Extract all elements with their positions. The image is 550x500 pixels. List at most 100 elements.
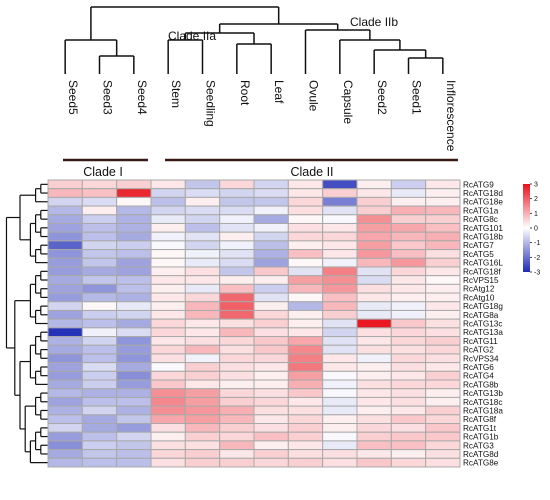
heatmap-cell bbox=[287, 283, 324, 294]
heatmap-cell bbox=[150, 231, 186, 242]
heatmap-cell bbox=[219, 292, 255, 303]
heatmap-cell bbox=[47, 379, 83, 390]
heatmap-cell bbox=[253, 188, 289, 198]
heatmap-cell bbox=[356, 396, 392, 407]
heatmap-cell bbox=[287, 431, 324, 442]
heatmap-cell bbox=[287, 266, 324, 277]
row-label: RcATG4 bbox=[463, 372, 494, 381]
heatmap-cell bbox=[116, 370, 152, 381]
heatmap-cell bbox=[150, 188, 186, 198]
heatmap-cell bbox=[47, 370, 83, 381]
heatmap-cell bbox=[219, 423, 255, 433]
heatmap-cell bbox=[184, 283, 221, 294]
heatmap-cell bbox=[356, 292, 392, 303]
row-label: RcATG7 bbox=[463, 241, 494, 250]
heatmap-cell bbox=[253, 336, 289, 346]
heatmap-cell bbox=[287, 196, 324, 207]
heatmap-cell bbox=[150, 266, 186, 277]
row-label: RcATG11 bbox=[463, 337, 498, 346]
heatmap-cell bbox=[47, 283, 83, 294]
heatmap-cell bbox=[425, 301, 461, 311]
column-label: Seed5 bbox=[66, 80, 80, 115]
row-label: RcATG8b bbox=[463, 380, 499, 389]
heatmap-cell bbox=[184, 266, 221, 277]
heatmap-cell bbox=[356, 275, 392, 285]
heatmap-cell bbox=[150, 249, 186, 259]
heatmap-cell bbox=[47, 449, 83, 459]
heatmap-cell bbox=[253, 283, 289, 294]
heatmap-cell bbox=[219, 222, 255, 233]
row-label: RcATG8a bbox=[463, 311, 499, 320]
heatmap-cell bbox=[322, 222, 358, 233]
heatmap-cell bbox=[322, 388, 358, 398]
heatmap-cell bbox=[356, 431, 392, 442]
heatmap-cell bbox=[425, 457, 461, 468]
column-label: Capsule bbox=[341, 80, 355, 124]
heatmap-cell bbox=[356, 405, 392, 416]
heatmap-cell bbox=[219, 336, 255, 346]
heatmap-cell bbox=[219, 396, 255, 407]
heatmap-cell bbox=[184, 249, 221, 259]
heatmap-cell bbox=[356, 205, 392, 216]
heatmap-cell bbox=[322, 344, 358, 355]
heatmap-cell bbox=[287, 257, 324, 268]
heatmap-cell bbox=[322, 336, 358, 346]
heatmap-cell bbox=[356, 344, 392, 355]
heatmap-cell bbox=[81, 370, 118, 381]
heatmap-cell bbox=[47, 440, 83, 451]
heatmap-cell bbox=[116, 309, 152, 320]
heatmap-cell bbox=[81, 257, 118, 268]
heatmap-cell bbox=[116, 231, 152, 242]
heatmap-cell bbox=[425, 318, 461, 329]
clade-annotations: Clade IIa Clade IIb Clade I Clade II bbox=[63, 15, 458, 179]
heatmap-cell bbox=[219, 431, 255, 442]
heatmap-cell bbox=[253, 449, 289, 459]
heatmap-cell bbox=[184, 379, 221, 390]
heatmap-cell bbox=[322, 196, 358, 207]
heatmap-cell bbox=[253, 257, 289, 268]
heatmap-cell bbox=[425, 423, 461, 433]
heatmap-cell bbox=[150, 396, 186, 407]
heatmap-cell bbox=[150, 423, 186, 433]
heatmap-cell bbox=[184, 449, 221, 459]
heatmap-cell bbox=[184, 370, 221, 381]
heatmap-cell bbox=[425, 440, 461, 451]
heatmap-cell bbox=[322, 431, 358, 442]
heatmap-cell bbox=[150, 362, 186, 372]
heatmap-cell bbox=[150, 309, 186, 320]
column-label: Inflorescence bbox=[444, 80, 458, 152]
row-label: RcATG18b bbox=[463, 233, 503, 242]
heatmap-cell bbox=[390, 379, 427, 390]
heatmap-cell bbox=[184, 231, 221, 242]
heatmap-cell bbox=[219, 179, 255, 190]
heatmap-cell bbox=[219, 318, 255, 329]
heatmap-cell bbox=[81, 301, 118, 311]
heatmap-cell bbox=[184, 362, 221, 372]
heatmap-cell bbox=[81, 379, 118, 390]
heatmap-cell bbox=[390, 336, 427, 346]
heatmap-cell bbox=[322, 266, 358, 277]
heatmap-cell bbox=[425, 188, 461, 198]
heatmap-cell bbox=[287, 179, 324, 190]
heatmap-cell bbox=[287, 292, 324, 303]
heatmap-cell bbox=[184, 431, 221, 442]
color-scale-tick-label: 0 bbox=[534, 226, 538, 233]
heatmap-cell bbox=[219, 440, 255, 451]
heatmap-cell bbox=[150, 214, 186, 224]
heatmap-cell bbox=[425, 414, 461, 425]
heatmap-cell bbox=[81, 440, 118, 451]
heatmap-cell bbox=[81, 336, 118, 346]
heatmap-cell bbox=[81, 362, 118, 372]
heatmap-cell bbox=[322, 396, 358, 407]
heatmap-cell bbox=[116, 275, 152, 285]
row-label: RcVPS15 bbox=[463, 276, 499, 285]
heatmap-cell bbox=[81, 292, 118, 303]
heatmap-cell bbox=[390, 240, 427, 251]
heatmap-cell bbox=[116, 336, 152, 346]
heatmap-cell bbox=[287, 336, 324, 346]
heatmap-cell bbox=[47, 388, 83, 398]
row-label: RcAtg12 bbox=[463, 285, 495, 294]
color-scale-tick-label: 1 bbox=[534, 211, 538, 218]
heatmap-cell bbox=[150, 457, 186, 468]
heatmap-cell bbox=[287, 318, 324, 329]
